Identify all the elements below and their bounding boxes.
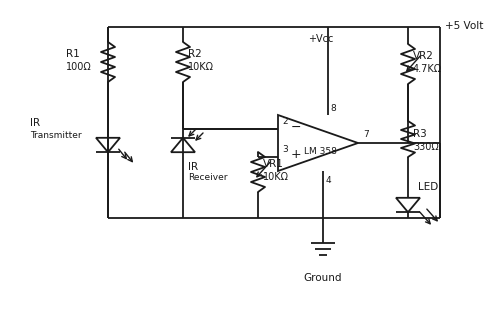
Text: 7: 7 — [363, 130, 369, 139]
Text: Transmitter: Transmitter — [30, 131, 82, 139]
Text: LED: LED — [418, 182, 438, 192]
Text: 3: 3 — [282, 145, 288, 154]
Text: IR: IR — [188, 162, 198, 172]
Text: R3: R3 — [413, 129, 427, 139]
Text: R1: R1 — [66, 49, 80, 59]
Text: 2: 2 — [282, 117, 288, 126]
Text: IR: IR — [30, 118, 40, 128]
Text: +Vcc: +Vcc — [308, 34, 333, 44]
Text: +5 Volt: +5 Volt — [445, 21, 483, 31]
Text: Ground: Ground — [303, 273, 342, 283]
Text: VR1: VR1 — [263, 159, 284, 169]
Text: R2: R2 — [188, 49, 202, 59]
Text: −: − — [291, 120, 301, 133]
Text: VR2: VR2 — [413, 51, 434, 61]
Text: Receiver: Receiver — [188, 173, 227, 183]
Text: 100Ω: 100Ω — [66, 62, 92, 72]
Text: 4.7KΩ: 4.7KΩ — [413, 64, 442, 74]
Text: 8: 8 — [330, 104, 336, 113]
Text: 10KΩ: 10KΩ — [263, 172, 289, 182]
Text: 10KΩ: 10KΩ — [188, 62, 214, 72]
Text: 4: 4 — [326, 176, 332, 185]
Text: 330Ω: 330Ω — [413, 142, 439, 152]
Text: +: + — [291, 148, 301, 161]
Text: LM 358: LM 358 — [303, 146, 337, 156]
